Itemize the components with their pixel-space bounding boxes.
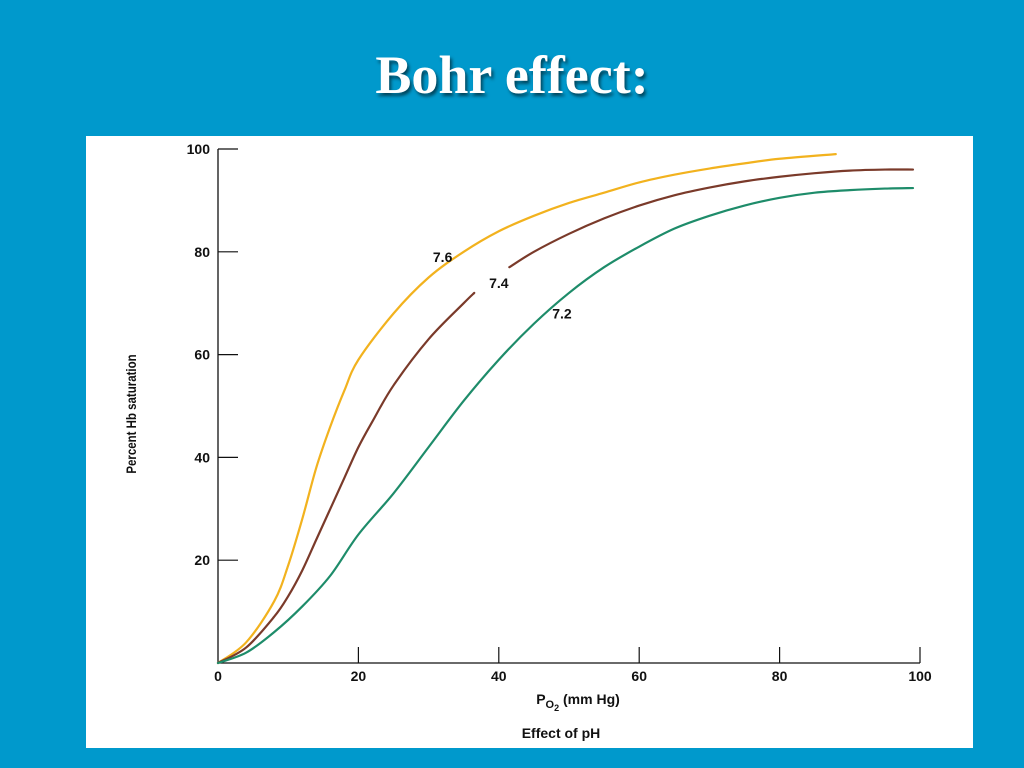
y-tick-label: 80 (194, 244, 210, 260)
x-tick-label: 20 (351, 668, 367, 684)
series-line-ph-7-2 (216, 186, 915, 665)
x-tick-label: 100 (908, 668, 932, 684)
series-label-ph-7-2: 7.2 (552, 306, 572, 322)
y-axis-title: Percent Hb saturation (123, 354, 139, 473)
chart-subtitle: Effect of pH (522, 725, 601, 741)
x-axis-title-subscript: O (546, 699, 555, 711)
series-lines (216, 153, 915, 665)
x-axis-title-main: P (536, 691, 545, 707)
y-tick-label: 100 (187, 141, 211, 157)
series-label-ph-7-4: 7.4 (489, 275, 509, 291)
x-tick-label: 80 (772, 668, 788, 684)
x-axis-title-units: (mm Hg) (559, 691, 620, 707)
chart-panel: 20 40 60 80 100 0 20 40 60 80 100 7.6 7.4 7.2 Percen… (86, 136, 973, 748)
slide-title: Bohr effect: (375, 45, 649, 105)
series-label-ph-7-6: 7.6 (433, 249, 453, 265)
series-line-ph-7-4-seg-2 (508, 168, 915, 269)
series-line-ph-7-6 (216, 153, 837, 665)
x-tick-label: 0 (214, 668, 222, 684)
x-axis-title: PO2 (mm Hg) (536, 691, 620, 713)
y-tick-label: 40 (194, 449, 210, 465)
series-line-ph-7-4-seg-1 (216, 291, 476, 665)
axis-ticks: 20 40 60 80 100 0 20 40 60 80 100 (187, 141, 932, 684)
x-axis-title-subscript-2: 2 (554, 703, 559, 713)
series-labels: 7.6 7.4 7.2 (433, 249, 572, 322)
x-tick-label: 60 (631, 668, 647, 684)
x-tick-label: 40 (491, 668, 507, 684)
y-tick-label: 60 (194, 347, 210, 363)
oxygen-dissociation-chart: 20 40 60 80 100 0 20 40 60 80 100 7.6 7.4 7.2 Percen… (123, 141, 932, 741)
y-tick-label: 20 (194, 552, 210, 568)
